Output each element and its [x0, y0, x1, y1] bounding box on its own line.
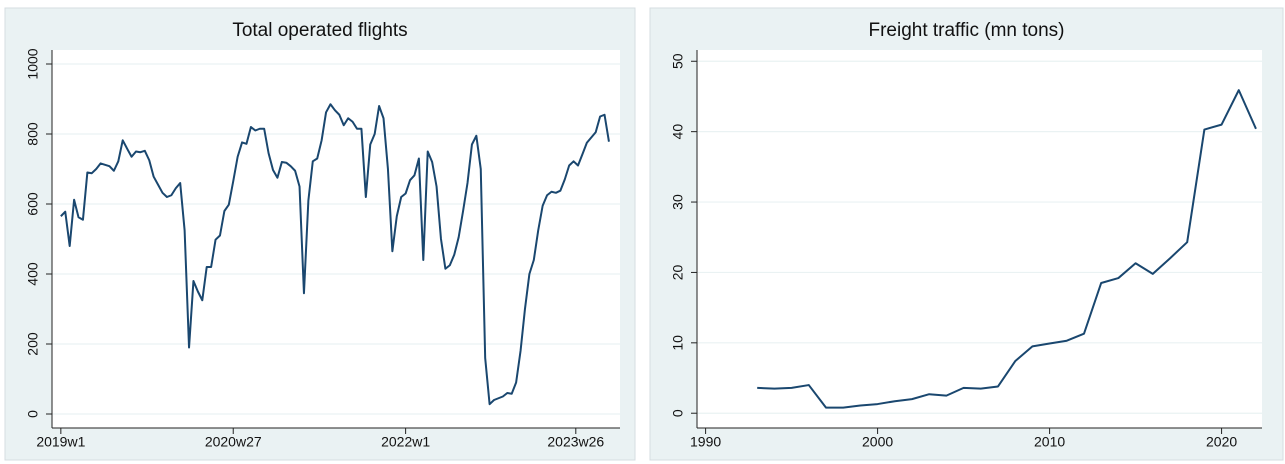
x-tick-label: 1990: [690, 434, 721, 450]
plot-area: [52, 50, 620, 428]
y-tick-label: 40: [670, 124, 686, 140]
x-tick-label: 2020: [1206, 434, 1237, 450]
x-tick-label: 2000: [862, 434, 893, 450]
chart-title: Total operated flights: [232, 20, 407, 41]
data-line: [60, 103, 610, 406]
y-tick-label: 20: [670, 264, 686, 280]
x-tick-label: 2022w1: [381, 434, 430, 450]
plot-area: [697, 50, 1262, 428]
x-tick-label: 2019w1: [36, 434, 85, 450]
data-line: [757, 89, 1257, 409]
y-tick-label: 0: [670, 409, 686, 417]
x-tick-label: 2023w26: [547, 434, 604, 450]
y-tick-label: 50: [670, 53, 686, 69]
chart-title: Freight traffic (mn tons): [868, 20, 1064, 41]
y-tick-label: 1000: [25, 48, 41, 79]
y-tick-label: 800: [25, 122, 41, 146]
y-tick-label: 600: [25, 192, 41, 216]
y-tick-label: 400: [25, 262, 41, 286]
y-tick-label: 0: [25, 410, 41, 418]
y-tick-label: 200: [25, 332, 41, 356]
x-tick-label: 2020w27: [205, 434, 262, 450]
x-tick-label: 2010: [1034, 434, 1065, 450]
y-tick-label: 10: [670, 335, 686, 351]
y-tick-label: 30: [670, 194, 686, 210]
